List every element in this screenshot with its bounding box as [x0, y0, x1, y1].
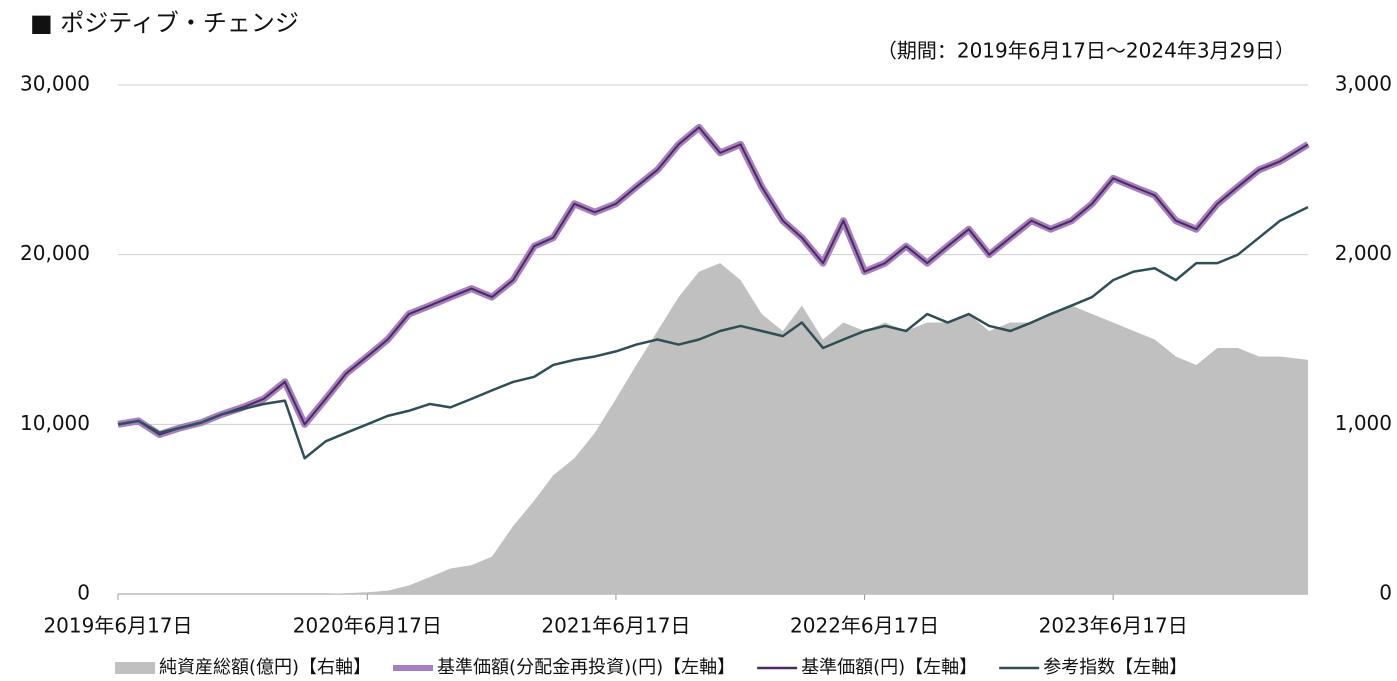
x-tick-label: 2022年6月17日 — [790, 614, 939, 638]
series-line — [117, 206, 1309, 460]
y-tick-label: 0 — [77, 581, 90, 605]
legend-label: 参考指数【左軸】 — [1043, 657, 1187, 678]
legend-label: 基準価額(円)【左軸】 — [801, 657, 977, 678]
y2-tick-label: 2,000 — [1335, 241, 1392, 265]
net-assets-area — [118, 263, 1308, 594]
legend-swatch — [115, 662, 155, 674]
y2-tick-label: 1,000 — [1335, 411, 1392, 435]
legend-label: 純資産総額(億円)【右軸】 — [159, 657, 371, 678]
x-tick-label: 2021年6月17日 — [541, 614, 690, 638]
chart-subtitle: （期間：2019年6月17日～2024年3月29日） — [877, 39, 1295, 63]
x-tick-label: 2020年6月17日 — [293, 614, 442, 638]
legend-label: 基準価額(分配金再投資)(円)【左軸】 — [437, 657, 735, 678]
chart-title: ■ ポジティブ・チェンジ — [30, 9, 299, 37]
y-tick-label: 30,000 — [20, 72, 90, 96]
series-line — [117, 126, 1309, 436]
y-tick-label: 10,000 — [20, 411, 90, 435]
y2-tick-label: 3,000 — [1335, 72, 1392, 96]
y2-tick-label: 0 — [1379, 581, 1392, 605]
x-tick-label: 2019年6月17日 — [43, 614, 192, 638]
y-tick-label: 20,000 — [20, 241, 90, 265]
x-tick-label: 2023年6月17日 — [1039, 614, 1188, 638]
